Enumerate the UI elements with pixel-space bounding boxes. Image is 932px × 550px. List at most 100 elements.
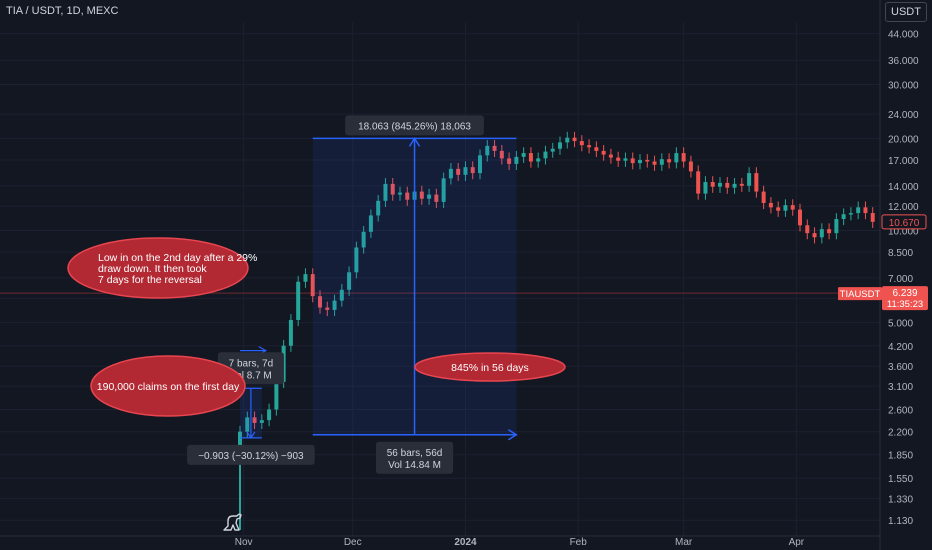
candle-body xyxy=(259,420,264,423)
currency-button[interactable]: USDT xyxy=(885,2,927,22)
gain-annotation-shape xyxy=(414,352,566,382)
candle-body xyxy=(361,231,366,248)
candle-body xyxy=(456,168,461,175)
price-countdown: 11:35:23 xyxy=(887,299,923,310)
candle-body xyxy=(245,417,250,432)
price-label-last: 10.670 xyxy=(889,218,920,229)
low-annotation-text: Low in on the 2nd day after a 29% xyxy=(98,252,257,264)
candle-body xyxy=(659,159,664,165)
y-tick-label: 44.000 xyxy=(888,30,919,41)
y-tick-label: 1.330 xyxy=(888,495,913,506)
candle-body xyxy=(448,168,453,179)
candle-body xyxy=(267,409,272,421)
claims-annotation-text: 190,000 claims on the first day xyxy=(97,381,240,393)
y-tick-label: 17.000 xyxy=(888,156,919,167)
low-annotation-text: draw down. It then took xyxy=(98,263,207,275)
y-tick-label: 3.100 xyxy=(888,382,913,393)
candle-body xyxy=(761,191,766,203)
annotations[interactable]: Low in on the 2nd day after a 29%draw do… xyxy=(67,237,566,417)
candle-body xyxy=(703,182,708,194)
gain-annotation-text: 845% in 56 days xyxy=(451,362,529,374)
candle-body xyxy=(696,171,701,194)
candle-body xyxy=(310,274,315,297)
candle-body xyxy=(332,300,337,310)
low-annotation-shape xyxy=(67,237,249,299)
candle-body xyxy=(478,155,482,174)
candle-body xyxy=(368,215,373,232)
candle-body xyxy=(652,161,657,165)
candle-body xyxy=(470,167,475,174)
candle-body xyxy=(747,173,752,186)
candle-body xyxy=(252,417,257,423)
candle-body xyxy=(819,229,824,238)
candle-body xyxy=(732,183,737,188)
y-tick-label: 20.000 xyxy=(888,134,919,145)
candles xyxy=(238,131,875,530)
candle-body xyxy=(499,150,504,159)
candle-body xyxy=(288,319,293,346)
y-tick-label: 10.000 xyxy=(888,226,919,237)
candle-body xyxy=(841,214,846,220)
candle-body xyxy=(558,142,562,149)
candle-body xyxy=(667,159,672,163)
candle-body xyxy=(798,209,802,226)
candle-body xyxy=(848,213,853,215)
measure-large-stats-bg xyxy=(375,441,454,474)
candle-body xyxy=(405,192,410,200)
candle-body xyxy=(347,272,352,290)
measure-small-stats-text: 7 bars, 7d xyxy=(229,358,273,369)
candle-body xyxy=(427,194,432,199)
low-annotation[interactable]: Low in on the 2nd day after a 29%draw do… xyxy=(67,237,257,299)
dinosaur-logo-icon xyxy=(222,512,244,537)
y-tick-label: 30.000 xyxy=(888,80,919,91)
candle-body xyxy=(768,202,773,208)
candle-body xyxy=(383,183,388,201)
gain-annotation[interactable]: 845% in 56 days xyxy=(414,352,566,382)
y-tick-label: 1.850 xyxy=(888,451,913,462)
candle-body xyxy=(543,151,548,159)
y-tick-label: 14.000 xyxy=(888,182,919,193)
candle-body xyxy=(870,213,875,222)
price-label-current-box xyxy=(882,286,928,311)
symbol-label: TIAUSDT xyxy=(840,289,881,300)
y-tick-label: 2.600 xyxy=(888,405,913,416)
price-axis-panel xyxy=(880,0,932,550)
candle-body xyxy=(638,159,642,164)
y-tick-label: 5.000 xyxy=(888,319,913,330)
candle-body xyxy=(550,148,555,152)
claims-annotation[interactable]: 190,000 claims on the first day xyxy=(90,355,246,417)
measure-large-arrow-head-h xyxy=(507,429,518,441)
candle-body xyxy=(354,247,359,273)
candle-body xyxy=(616,157,621,161)
candle-body xyxy=(441,178,446,202)
y-tick-label: 24.000 xyxy=(888,110,919,121)
candle-body xyxy=(601,150,606,155)
measure-large-label: 18.063 (845.26%) 18,063 xyxy=(345,115,484,136)
measure-small-label: −0.903 (−30.12%) −903 xyxy=(187,444,315,465)
candle-body xyxy=(492,145,497,151)
candle-body xyxy=(536,158,541,162)
y-tick-label: 2.200 xyxy=(888,428,913,439)
x-tick-label: Apr xyxy=(789,537,805,548)
candle-body xyxy=(710,182,715,187)
candle-body xyxy=(674,153,679,163)
candle-body xyxy=(681,153,686,162)
candle-body xyxy=(507,158,512,164)
candle-body xyxy=(485,145,490,156)
candle-body xyxy=(434,194,439,202)
candle-body xyxy=(776,207,781,211)
candle-body xyxy=(856,207,861,214)
candle-body xyxy=(630,158,635,164)
x-tick-label: 2024 xyxy=(454,537,477,548)
y-tick-label: 7.000 xyxy=(888,274,913,285)
measure-large-stats-text: Vol 14.84 M xyxy=(388,460,441,471)
price-label-current: 6.239 xyxy=(892,288,917,299)
x-tick-label: Feb xyxy=(570,537,588,548)
x-tick-label: Mar xyxy=(675,537,693,548)
y-tick-label: 12.000 xyxy=(888,202,919,213)
y-tick-label: 36.000 xyxy=(888,56,919,67)
